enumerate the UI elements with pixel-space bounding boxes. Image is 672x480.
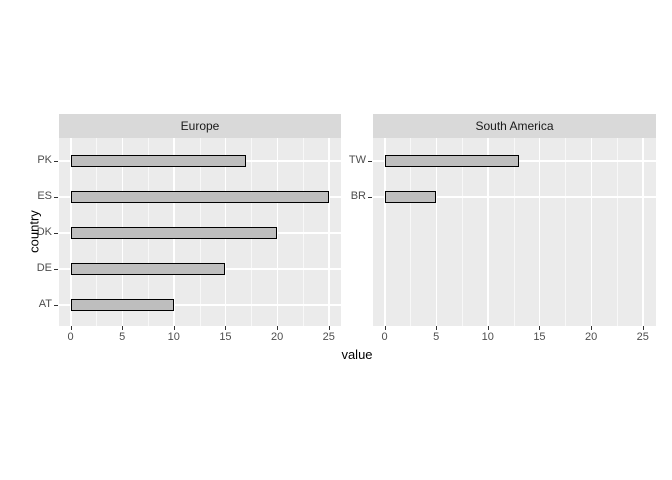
x-tick-label-10: 10 <box>167 331 180 343</box>
plot-panel <box>59 138 341 326</box>
grid-major-vline <box>642 138 644 326</box>
x-tick-mark <box>277 326 279 330</box>
x-tick-mark <box>70 326 72 330</box>
x-tick-label-20: 20 <box>270 331 284 343</box>
grid-minor-vline <box>513 138 515 326</box>
y-tick-label-br: BR <box>350 190 366 202</box>
grid-minor-vline <box>461 138 463 326</box>
x-tick-mark <box>173 326 175 330</box>
x-tick-label-25: 25 <box>322 331 335 343</box>
bar-at <box>70 299 174 311</box>
bar-es <box>70 191 329 203</box>
facet-strip: South America <box>373 114 656 138</box>
y-tick-mark <box>54 233 58 234</box>
x-tick-label-10: 10 <box>481 331 494 343</box>
y-tick-label-de: DE <box>36 262 52 274</box>
x-tick-label-20: 20 <box>584 331 598 343</box>
x-tick-label-5: 5 <box>433 331 440 343</box>
y-tick-mark <box>368 161 372 162</box>
grid-major-vline <box>590 138 593 326</box>
bar-tw <box>384 155 519 167</box>
y-tick-mark <box>54 161 58 162</box>
x-tick-label-5: 5 <box>119 331 126 343</box>
x-tick-mark <box>384 326 386 330</box>
y-tick-label-dk: DK <box>36 226 52 238</box>
x-tick-label-0: 0 <box>381 331 388 343</box>
grid-major-vline <box>384 138 386 326</box>
grid-major-hline <box>59 304 341 306</box>
x-tick-label-15: 15 <box>533 331 546 343</box>
x-tick-label-0: 0 <box>67 331 74 343</box>
x-tick-mark <box>642 326 644 330</box>
y-tick-mark <box>368 197 372 198</box>
x-tick-mark <box>328 326 330 330</box>
facet-europe: Europe PK ES DK DE AT 0 5 10 15 20 25 <box>37 114 341 343</box>
bar-de <box>70 263 226 275</box>
x-tick-mark <box>122 326 124 330</box>
bar-pk <box>70 155 247 167</box>
x-tick-mark <box>487 326 489 330</box>
x-tick-label-25: 25 <box>636 331 649 343</box>
x-tick-mark <box>591 326 593 330</box>
facet-strip-label: Europe <box>180 119 220 133</box>
y-axis-title: country <box>26 210 42 253</box>
x-tick-label-15: 15 <box>219 331 232 343</box>
grid-major-vline <box>487 138 489 326</box>
grid-minor-vline <box>410 138 412 326</box>
x-tick-mark <box>225 326 227 330</box>
x-tick-mark <box>539 326 541 330</box>
bar-br <box>384 191 437 203</box>
bar-dk <box>70 227 278 239</box>
facet-strip: Europe <box>59 114 341 138</box>
facet-south-america: South America TW BR 0 5 10 15 20 25 <box>349 114 656 343</box>
grid-major-vline <box>435 138 438 326</box>
x-axis-title: value <box>341 347 373 362</box>
grid-major-vline <box>538 138 541 326</box>
plot-panel <box>373 138 656 326</box>
y-tick-mark <box>54 305 58 306</box>
y-tick-label-pk: PK <box>37 154 52 166</box>
y-tick-label-tw: TW <box>348 154 366 166</box>
y-tick-mark <box>54 269 58 270</box>
x-tick-mark <box>436 326 438 330</box>
y-tick-mark <box>54 197 58 198</box>
grid-minor-vline <box>565 138 567 326</box>
y-tick-label-at: AT <box>38 298 52 310</box>
grid-minor-vline <box>616 138 618 326</box>
y-tick-label-es: ES <box>37 190 52 202</box>
grid-major-hline <box>373 196 656 198</box>
facet-strip-label: South America <box>475 119 554 133</box>
